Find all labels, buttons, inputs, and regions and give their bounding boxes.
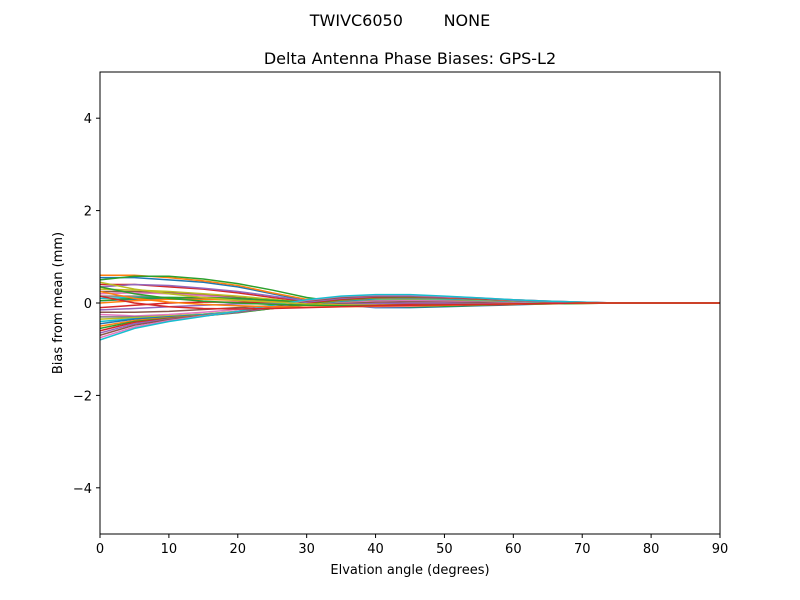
x-tick-label: 70 (574, 542, 591, 557)
y-tick-label: 4 (84, 112, 92, 127)
y-tick-label: −2 (73, 389, 92, 404)
x-tick-label: 80 (643, 542, 660, 557)
y-tick-label: 2 (84, 205, 92, 220)
x-tick-label: 0 (96, 542, 104, 557)
series-line-32 (100, 295, 720, 310)
y-tick-label: −4 (73, 482, 92, 497)
y-axis: −4 −2 0 2 4 (73, 112, 100, 497)
x-tick-label: 10 (161, 542, 178, 557)
figure-suptitle: TWIVC6050 NONE (309, 11, 490, 30)
x-tick-label: 60 (505, 542, 522, 557)
y-tick-label: 0 (84, 297, 92, 312)
x-axis-label: Elvation angle (degrees) (330, 563, 489, 578)
x-axis: 0 10 20 30 40 50 60 70 80 90 (96, 534, 728, 557)
x-tick-label: 50 (436, 542, 453, 557)
chart-title: Delta Antenna Phase Biases: GPS-L2 (264, 49, 556, 68)
x-tick-label: 90 (712, 542, 729, 557)
series-layer (100, 274, 720, 341)
x-tick-label: 20 (230, 542, 247, 557)
x-tick-label: 40 (367, 542, 384, 557)
x-tick-label: 30 (298, 542, 315, 557)
y-axis-label: Bias from mean (mm) (51, 232, 66, 374)
